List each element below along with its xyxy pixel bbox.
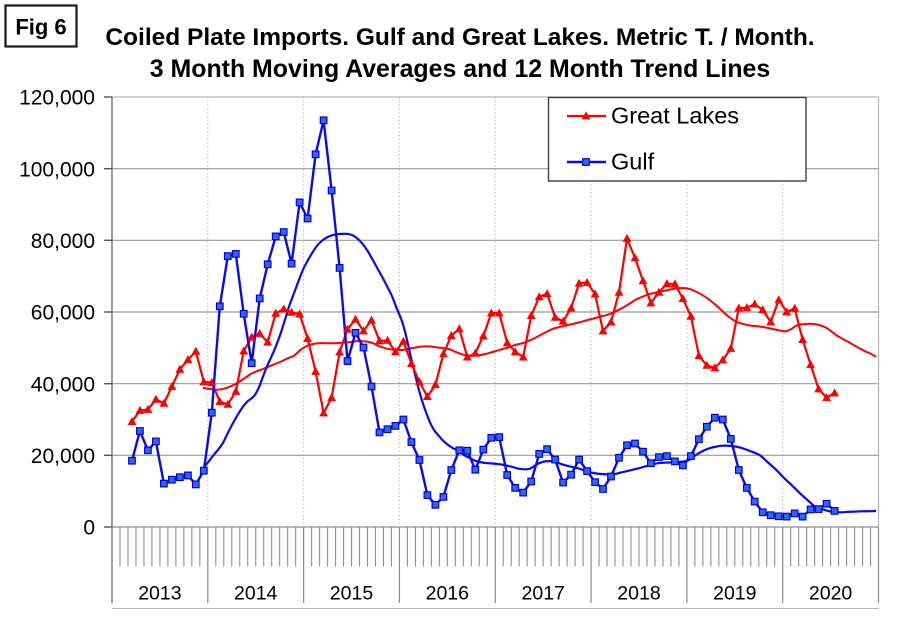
svg-text:2016: 2016 — [426, 583, 469, 605]
svg-text:2019: 2019 — [713, 583, 756, 605]
svg-text:80,000: 80,000 — [31, 230, 95, 253]
svg-text:120,000: 120,000 — [19, 87, 95, 110]
svg-text:2017: 2017 — [522, 583, 565, 605]
svg-text:100,000: 100,000 — [19, 158, 95, 181]
svg-text:2015: 2015 — [330, 583, 374, 605]
svg-text:Coiled Plate Imports. Gulf and: Coiled Plate Imports. Gulf and Great Lak… — [105, 24, 814, 51]
svg-text:20,000: 20,000 — [31, 445, 95, 468]
svg-text:Gulf: Gulf — [611, 149, 655, 175]
svg-text:60,000: 60,000 — [31, 302, 95, 325]
svg-text:3 Month Moving Averages and 12: 3 Month Moving Averages and 12 Month Tre… — [150, 55, 771, 83]
svg-text:Fig 6: Fig 6 — [15, 15, 66, 40]
svg-text:Great Lakes: Great Lakes — [611, 103, 739, 129]
svg-text:2018: 2018 — [617, 583, 660, 605]
svg-text:2020: 2020 — [809, 583, 853, 605]
svg-text:0: 0 — [83, 517, 95, 540]
svg-text:40,000: 40,000 — [31, 373, 95, 396]
svg-text:2013: 2013 — [138, 583, 181, 605]
svg-text:2014: 2014 — [234, 583, 278, 605]
